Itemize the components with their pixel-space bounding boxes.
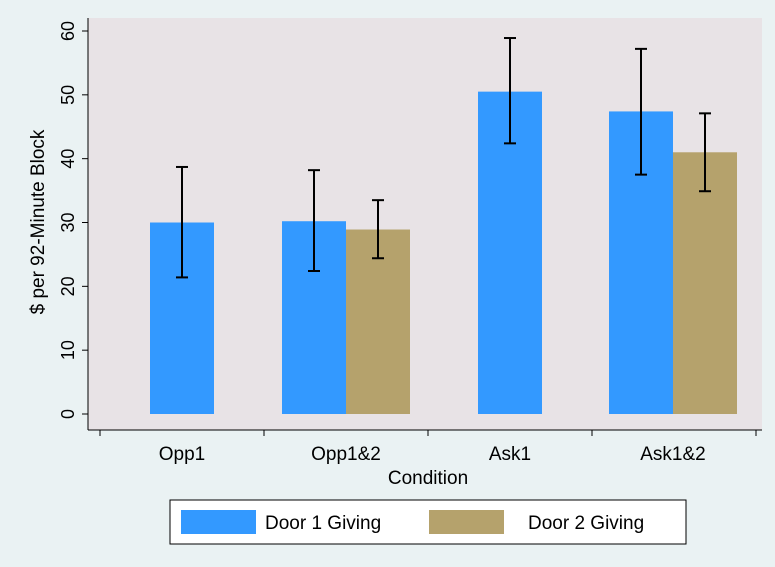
error-bars [176, 37, 711, 279]
x-axis-label: Condition [388, 468, 468, 489]
y-tick-label: 50 [58, 85, 78, 105]
y-tick-label: 30 [58, 212, 78, 232]
legend-label: Door 1 Giving [265, 513, 381, 534]
x-tick-label: Ask1&2 [640, 444, 705, 465]
legend-label: Door 2 Giving [528, 513, 644, 534]
y-tick-label: 10 [58, 340, 78, 360]
legend-swatch [181, 510, 256, 534]
y-tick-label: 40 [58, 149, 78, 169]
y-tick-label: 20 [58, 276, 78, 296]
x-tick-label: Opp1 [159, 444, 205, 465]
bar [346, 229, 410, 414]
y-axis-label: $ per 92-Minute Block [28, 129, 49, 314]
y-tick-label: 0 [58, 409, 78, 419]
legend: Door 1 Giving Door 2 Giving [169, 499, 687, 545]
bar [478, 91, 542, 415]
x-tick-label: Opp1&2 [311, 444, 381, 465]
bars [150, 91, 737, 415]
bar [673, 152, 737, 415]
y-tick-label: 60 [58, 21, 78, 41]
x-axis: Opp1 Opp1&2 Ask1 Ask1&2 [88, 429, 762, 465]
x-tick-label: Ask1 [489, 444, 531, 465]
legend-swatch [429, 510, 504, 534]
y-axis: 0 10 20 30 40 50 60 [58, 18, 89, 430]
